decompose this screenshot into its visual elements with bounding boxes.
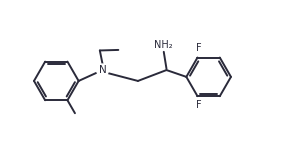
- Circle shape: [97, 64, 108, 76]
- Text: NH₂: NH₂: [154, 40, 173, 50]
- Text: F: F: [196, 100, 202, 110]
- Text: N: N: [99, 65, 106, 75]
- Text: F: F: [196, 43, 202, 53]
